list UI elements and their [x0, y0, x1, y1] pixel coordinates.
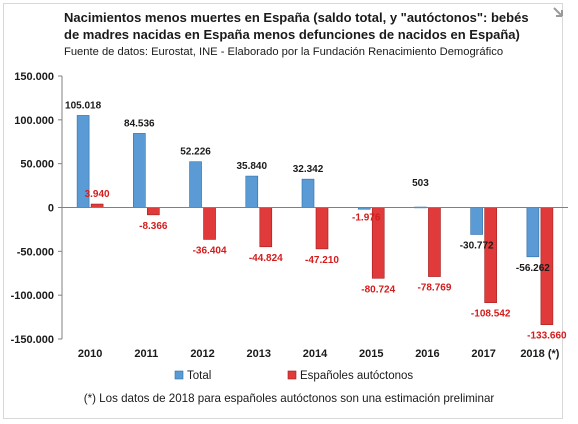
bar-autoctonos — [315, 207, 329, 250]
legend-label-autoctonos: Españoles autóctonos — [300, 370, 413, 382]
data-label-autoctonos: -78.769 — [417, 283, 451, 294]
data-label-autoctonos: -36.404 — [193, 245, 227, 256]
chart-title-line-2: de madres nacidas en España menos defunc… — [64, 27, 520, 42]
bar-total — [133, 133, 146, 208]
bar-total — [189, 161, 202, 208]
data-label-total: 32.342 — [293, 164, 324, 175]
chart-title: Nacimientos menos muertes en España (sal… — [64, 9, 544, 43]
y-tick-label: -100.000 — [11, 290, 54, 302]
bar-total — [526, 207, 540, 258]
legend-swatch-total — [174, 370, 184, 380]
bar-autoctonos — [147, 207, 160, 216]
x-tick-label: 2015 — [359, 348, 383, 360]
x-tick-label: 2012 — [190, 348, 214, 360]
bar-autoctonos — [259, 207, 273, 248]
y-tick-label: -50.000 — [17, 246, 54, 258]
data-label-total: 503 — [412, 178, 429, 189]
chart-title-line-1: Nacimientos menos muertes en España (sal… — [64, 10, 529, 25]
y-tick-label: 150.000 — [14, 71, 54, 83]
bar-total — [245, 175, 259, 208]
data-label-autoctonos: -8.366 — [139, 221, 168, 232]
x-tick-label: 2013 — [247, 348, 271, 360]
y-tick-label: 100.000 — [14, 115, 54, 127]
legend-swatch-autoctonos — [287, 370, 297, 380]
data-label-autoctonos: -47.210 — [305, 255, 339, 266]
bar-total — [301, 178, 315, 208]
data-label-total: -30.772 — [460, 240, 494, 251]
legend-label-total: Total — [187, 370, 211, 382]
data-label-total: -1.976 — [352, 213, 381, 224]
x-tick-label: 2011 — [134, 348, 158, 360]
bar-autoctonos — [203, 207, 216, 240]
x-tick-label: 2018 (*) — [520, 348, 559, 360]
x-tick-label: 2010 — [78, 348, 102, 360]
data-label-total: -56.262 — [516, 263, 550, 274]
data-label-autoctonos: 3.940 — [85, 189, 110, 200]
data-label-total: 105.018 — [65, 100, 102, 111]
chart-source: Fuente de datos: Eurostat, INE - Elabora… — [64, 46, 504, 58]
footnote: (*) Los datos de 2018 para españoles aut… — [83, 392, 495, 405]
bar-autoctonos — [484, 207, 497, 303]
y-tick-label: 50.000 — [20, 159, 54, 171]
data-label-autoctonos: -44.824 — [249, 253, 283, 264]
data-label-total: 84.536 — [124, 118, 155, 129]
data-label-autoctonos: -133.660 — [527, 331, 567, 342]
data-label-total: 52.226 — [180, 147, 211, 158]
data-label-autoctonos: -108.542 — [471, 309, 511, 320]
bar-total — [470, 207, 483, 235]
chart-frame — [3, 3, 563, 419]
bar-autoctonos — [90, 203, 104, 208]
y-tick-label: 0 — [48, 203, 54, 215]
x-tick-label: 2016 — [415, 348, 439, 360]
x-tick-label: 2017 — [471, 348, 495, 360]
data-label-total: 35.840 — [236, 161, 267, 172]
y-tick-label: -150.000 — [11, 334, 54, 346]
x-tick-label: 2014 — [303, 348, 328, 360]
expand-icon[interactable] — [550, 4, 566, 20]
data-label-autoctonos: -80.724 — [361, 284, 395, 295]
bar-autoctonos — [428, 207, 441, 277]
